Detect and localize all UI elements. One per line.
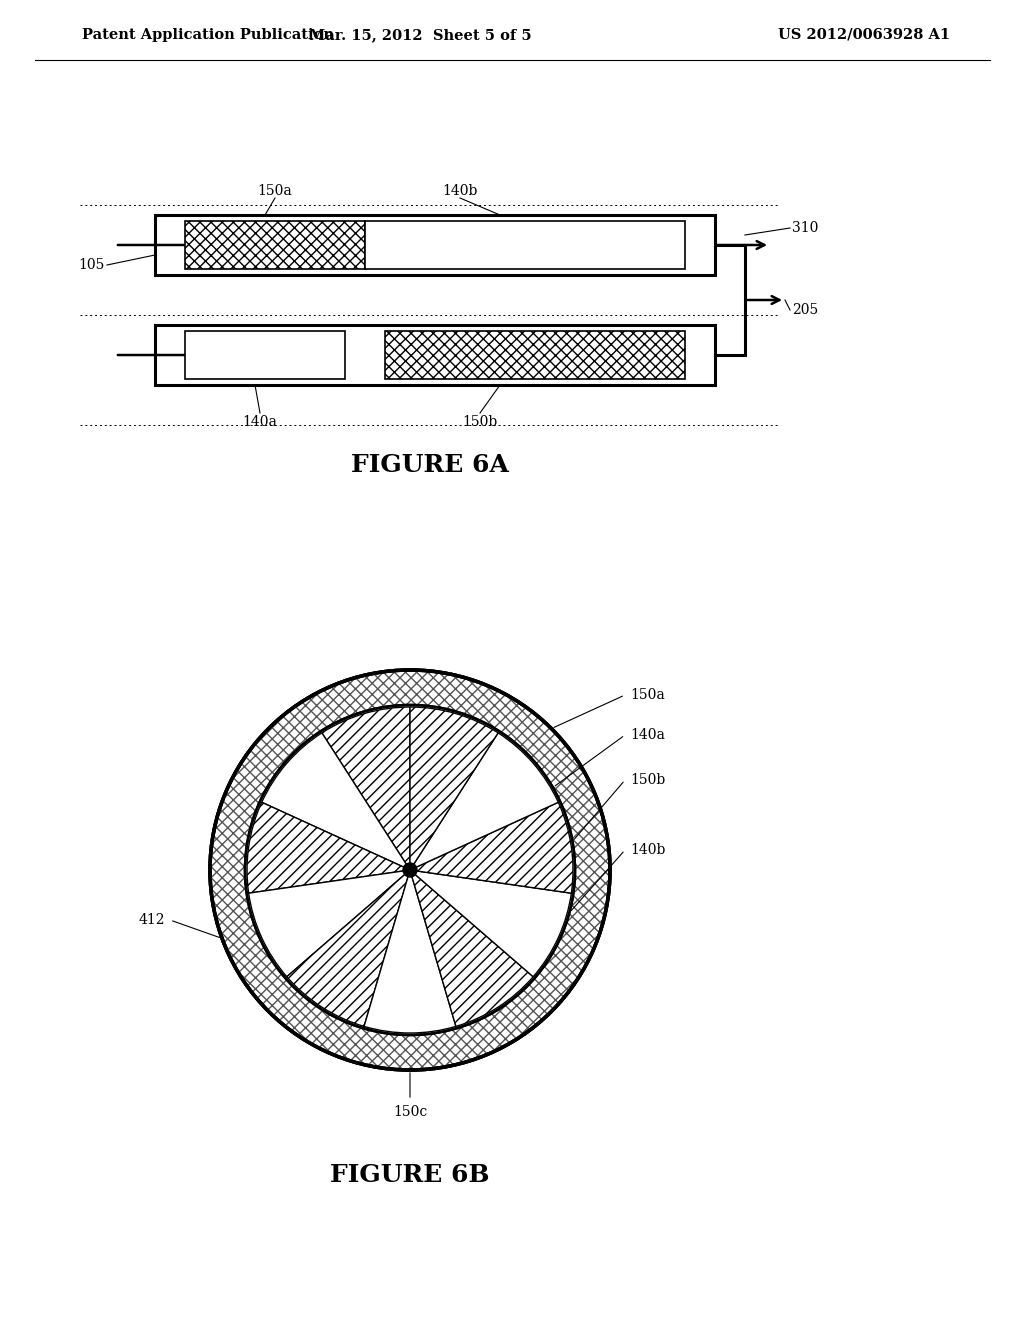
Wedge shape: [410, 733, 558, 870]
Text: 150a: 150a: [258, 183, 293, 198]
Text: 140a: 140a: [243, 414, 278, 429]
Wedge shape: [287, 870, 410, 1027]
Text: 150b: 150b: [463, 414, 498, 429]
Text: 412: 412: [138, 913, 165, 927]
Text: 140a: 140a: [630, 729, 665, 742]
Wedge shape: [410, 870, 534, 1027]
Bar: [365, 220, 685, 269]
Text: FIGURE 6A: FIGURE 6A: [351, 453, 509, 477]
Text: 140b: 140b: [442, 183, 477, 198]
Bar: [155, 215, 715, 275]
Text: US 2012/0063928 A1: US 2012/0063928 A1: [778, 28, 950, 42]
Text: Mar. 15, 2012  Sheet 5 of 5: Mar. 15, 2012 Sheet 5 of 5: [308, 28, 531, 42]
Text: 150c: 150c: [393, 1105, 427, 1119]
Text: 150a: 150a: [630, 688, 665, 702]
Wedge shape: [410, 870, 571, 977]
Bar: [185, 331, 345, 379]
Wedge shape: [410, 708, 498, 870]
Circle shape: [245, 705, 575, 1035]
Wedge shape: [249, 870, 410, 977]
Text: 105: 105: [79, 257, 105, 272]
Text: Patent Application Publication: Patent Application Publication: [82, 28, 334, 42]
Text: FIGURE 6B: FIGURE 6B: [331, 1163, 489, 1187]
Bar: [385, 331, 685, 379]
Wedge shape: [262, 733, 410, 870]
Circle shape: [403, 863, 417, 876]
Wedge shape: [247, 803, 410, 894]
Wedge shape: [410, 803, 573, 894]
Text: 205: 205: [792, 304, 818, 317]
Circle shape: [210, 671, 610, 1071]
Text: 150b: 150b: [630, 774, 666, 787]
Wedge shape: [322, 708, 410, 870]
Text: 140b: 140b: [630, 843, 666, 857]
Text: 310: 310: [792, 220, 818, 235]
Wedge shape: [365, 870, 456, 1034]
Bar: [155, 325, 715, 385]
Bar: [185, 220, 365, 269]
